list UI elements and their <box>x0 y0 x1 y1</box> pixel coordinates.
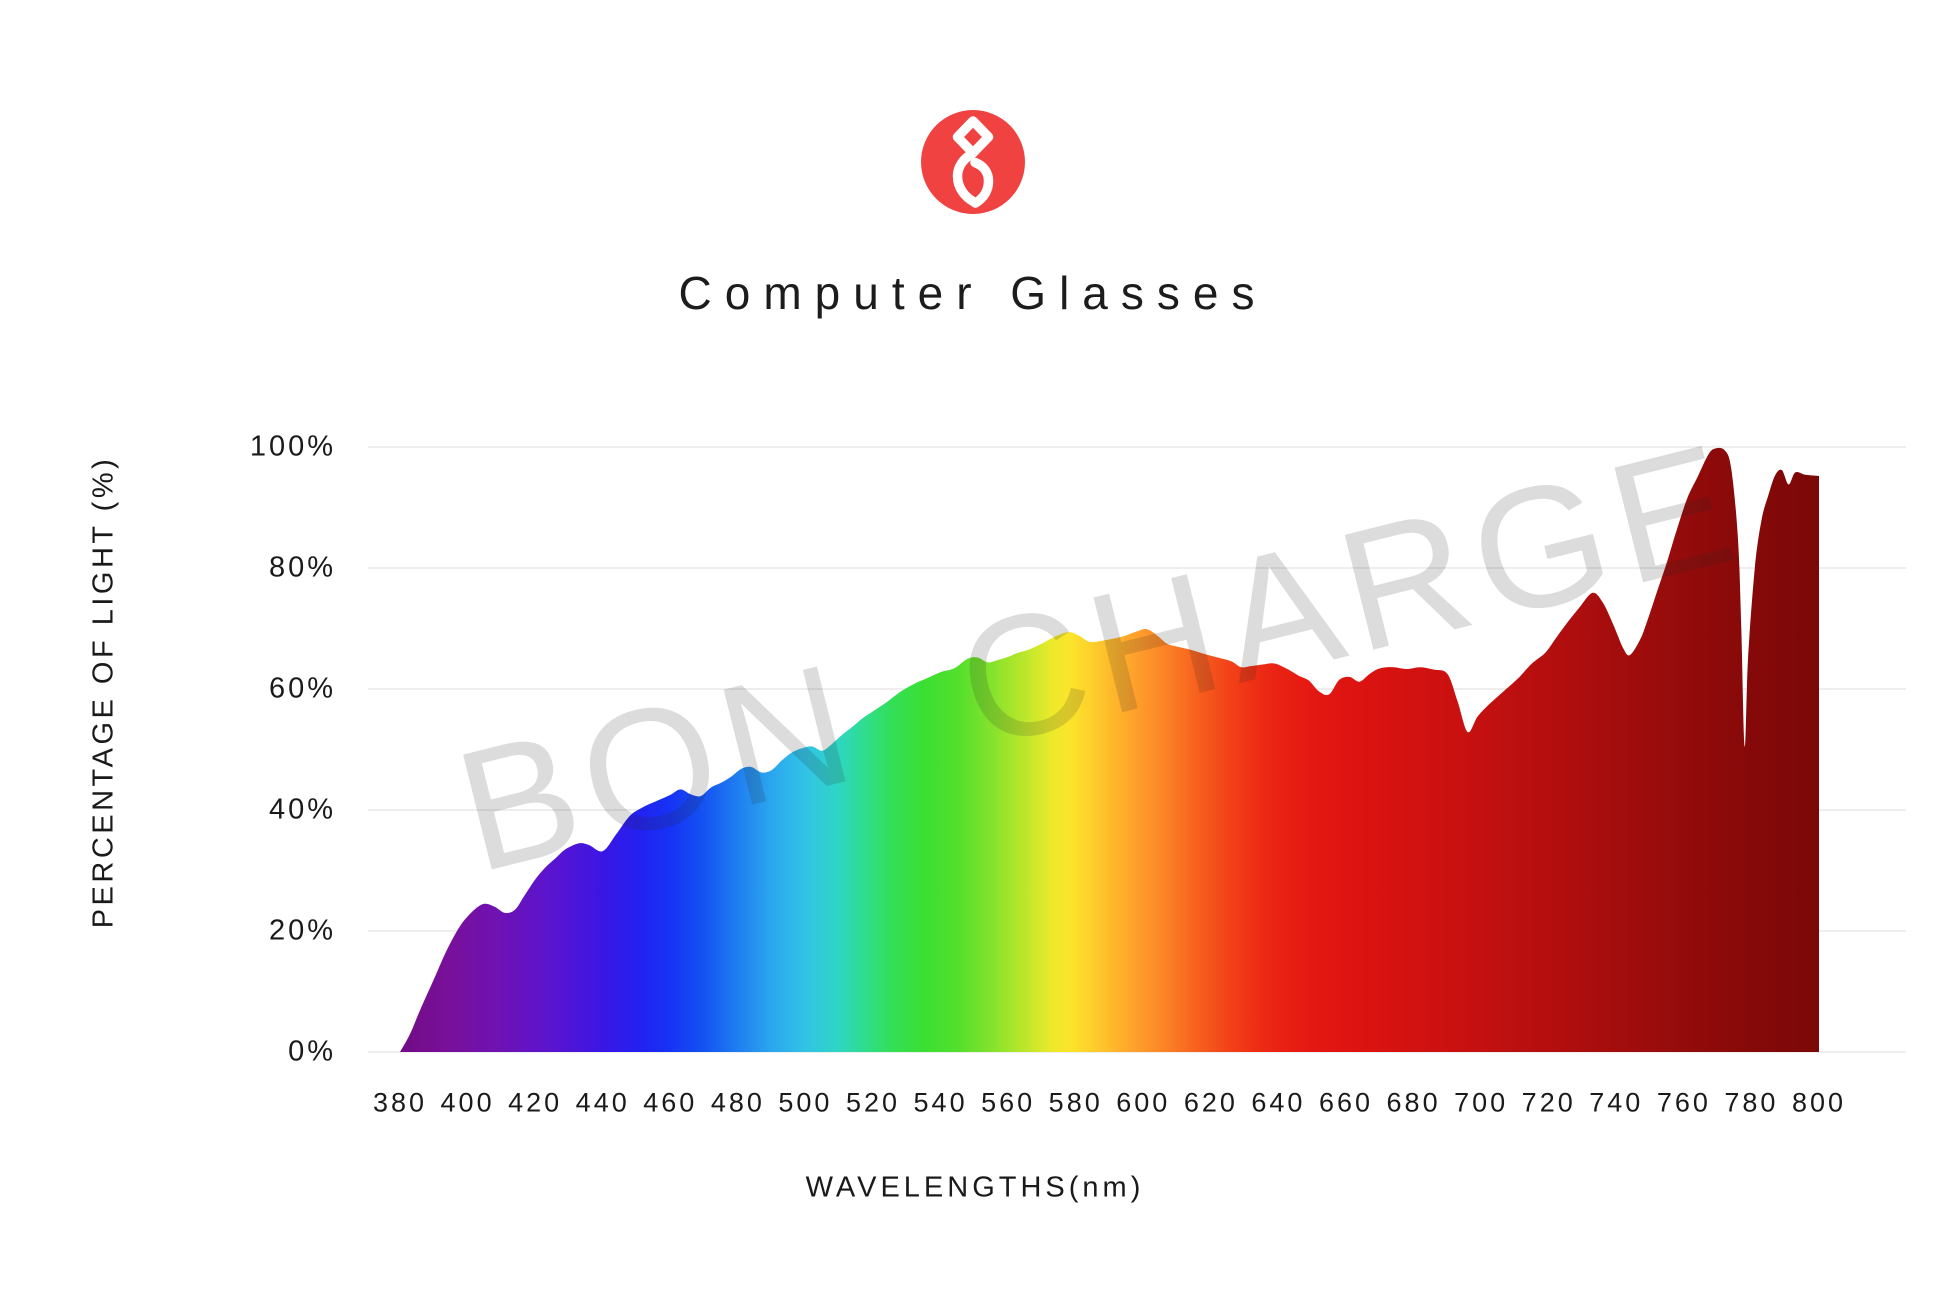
x-axis-title: WAVELENGTHS(nm) <box>805 1171 1145 1204</box>
spectrum-area <box>400 447 1819 1052</box>
y-tick-label: 40% <box>268 793 336 826</box>
x-tick-label: 460 <box>643 1087 698 1118</box>
x-tick-label: 580 <box>1048 1087 1103 1118</box>
x-tick-label: 560 <box>981 1087 1036 1118</box>
page-title: Computer Glasses <box>678 267 1268 319</box>
x-tick-label: 720 <box>1521 1087 1576 1118</box>
x-tick-label: 440 <box>575 1087 630 1118</box>
x-tick-label: 500 <box>778 1087 833 1118</box>
x-tick-label: 380 <box>372 1087 428 1118</box>
y-tick-label: 20% <box>268 914 336 947</box>
logo-figure-8-glyph <box>952 116 994 208</box>
x-tick-label: 700 <box>1454 1087 1509 1118</box>
x-tick-label: 800 <box>1791 1087 1847 1118</box>
x-tick-label: 540 <box>913 1087 968 1118</box>
bon-charge-logo-icon <box>921 110 1025 214</box>
x-tick-label: 620 <box>1183 1087 1238 1118</box>
x-tick-label: 400 <box>440 1087 495 1118</box>
x-tick-label: 520 <box>845 1087 901 1118</box>
y-tick-label: 0% <box>288 1035 336 1068</box>
y-tick-label: 60% <box>268 672 336 705</box>
x-tick-label: 780 <box>1724 1087 1779 1118</box>
x-tick-label: 640 <box>1251 1087 1306 1118</box>
x-tick-label: 420 <box>508 1087 563 1118</box>
y-tick-label: 80% <box>268 551 336 584</box>
x-tick-label: 740 <box>1589 1087 1644 1118</box>
x-tick-label: 600 <box>1116 1087 1171 1118</box>
x-tick-label: 480 <box>710 1087 765 1118</box>
x-tick-label: 760 <box>1656 1087 1711 1118</box>
y-tick-label: 100% <box>249 430 336 463</box>
x-tick-label: 660 <box>1318 1087 1374 1118</box>
x-tick-label: 680 <box>1386 1087 1441 1118</box>
